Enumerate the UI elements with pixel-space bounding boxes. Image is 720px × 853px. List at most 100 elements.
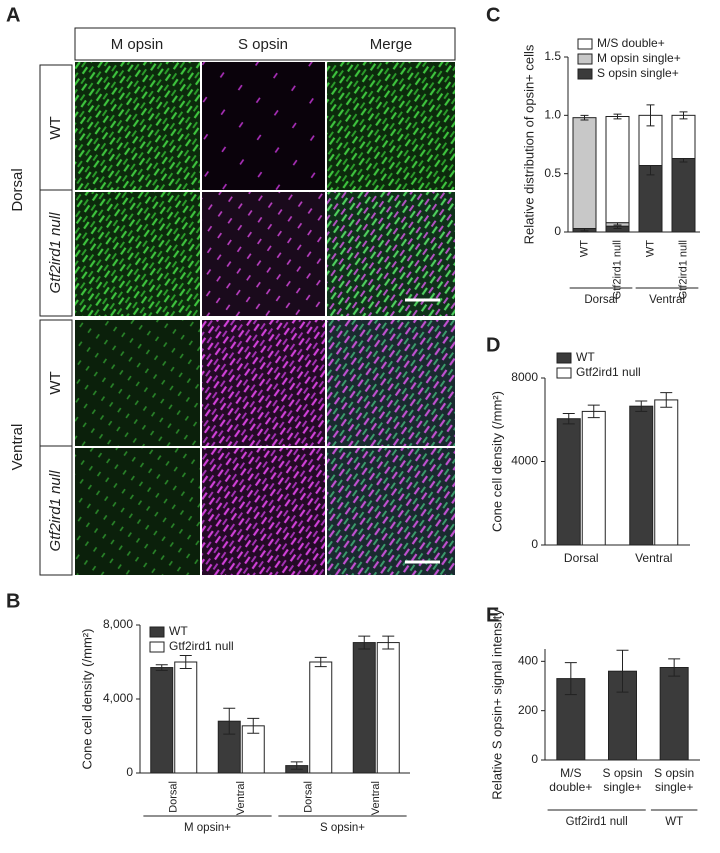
- y-axis-label: Relative S opsin+ signal intensity: [489, 609, 504, 800]
- error-bar: [613, 113, 622, 120]
- x-tick-label: M/S: [560, 766, 581, 780]
- error-bar: [382, 635, 395, 650]
- group-label: Gtf2ird1 null: [566, 816, 628, 828]
- y-tick-label: 200: [518, 703, 538, 717]
- x-tick-label: Dorsal: [564, 551, 599, 565]
- bar-segment: [572, 117, 597, 229]
- x-tick-label: Ventral: [235, 781, 247, 815]
- x-tick-label: Ventral: [370, 781, 382, 815]
- x-tick-label: Gtf2ird1 null: [611, 240, 623, 299]
- bar: [654, 399, 679, 546]
- panel-label: E: [486, 604, 499, 626]
- legend-label: WT: [576, 350, 595, 364]
- column-label: Merge: [370, 36, 413, 53]
- x-tick-label: Gtf2ird1 null: [677, 240, 689, 299]
- y-axis-label: Cone cell density (/mm²): [79, 629, 94, 770]
- y-tick-label: 8,000: [103, 617, 133, 631]
- y-tick-label: 4,000: [103, 691, 133, 705]
- legend-swatch: [149, 641, 165, 653]
- panel-label: C: [486, 4, 500, 26]
- y-tick-label: 1.5: [544, 49, 561, 63]
- row-label: Gtf2ird1 null: [47, 212, 64, 294]
- y-tick-label: 4000: [511, 454, 538, 468]
- bar-segment: [671, 158, 696, 233]
- error-bar: [179, 655, 192, 669]
- error-bar: [562, 412, 575, 425]
- y-tick-label: 0.5: [544, 166, 561, 180]
- legend-label: M opsin single+: [597, 51, 681, 65]
- legend-swatch: [556, 367, 572, 379]
- panel-label: B: [6, 590, 20, 612]
- legend-swatch: [577, 68, 593, 80]
- x-tick-label: Dorsal: [168, 781, 180, 813]
- x-tick-label: S opsin: [602, 766, 642, 780]
- y-tick-label: 8000: [511, 370, 538, 384]
- error-bar: [668, 658, 681, 677]
- x-tick-label: WT: [578, 240, 590, 257]
- region-label: Ventral: [9, 424, 26, 471]
- bar-segment: [605, 116, 630, 224]
- group-label: WT: [665, 816, 683, 828]
- error-bar: [155, 664, 168, 671]
- error-bar: [564, 662, 577, 696]
- bar-segment: [671, 114, 696, 160]
- error-bar: [616, 649, 629, 693]
- error-bar: [646, 104, 655, 127]
- x-tick-label: double+: [549, 780, 592, 794]
- group-label: S opsin+: [320, 822, 365, 834]
- y-tick-label: 0: [531, 752, 538, 766]
- legend-label: M/S double+: [597, 36, 665, 50]
- y-axis-label: Cone cell density (/mm²): [489, 391, 504, 532]
- x-tick-label: Ventral: [635, 551, 672, 565]
- legend-swatch: [556, 352, 572, 364]
- y-tick-label: 0: [531, 537, 538, 551]
- legend-swatch: [149, 626, 165, 638]
- error-bar: [314, 656, 327, 668]
- bar: [174, 661, 198, 774]
- bar: [150, 667, 174, 774]
- group-label: Ventral: [649, 294, 685, 306]
- bar: [352, 642, 376, 774]
- row-label: Gtf2ird1 null: [47, 470, 64, 552]
- group-label: Dorsal: [584, 294, 617, 306]
- legend-label: S opsin single+: [597, 66, 679, 80]
- error-bar: [290, 761, 303, 770]
- group-label: M opsin+: [184, 822, 231, 834]
- y-tick-label: 400: [518, 654, 538, 668]
- error-bar: [635, 400, 648, 412]
- y-tick-label: 0: [554, 224, 561, 238]
- row-label: WT: [47, 371, 64, 394]
- error-bar: [660, 392, 673, 408]
- error-bar: [223, 707, 236, 735]
- bar: [376, 642, 400, 774]
- column-label: M opsin: [111, 36, 164, 53]
- panel-label: A: [6, 4, 20, 26]
- y-axis-label: Relative distribution of opsin+ cells: [521, 44, 536, 244]
- region-label: Dorsal: [9, 168, 26, 211]
- x-tick-label: WT: [644, 240, 656, 257]
- x-tick-label: single+: [655, 780, 693, 794]
- y-tick-label: 0: [126, 765, 133, 779]
- column-label: S opsin: [238, 36, 288, 53]
- legend-label: Gtf2ird1 null: [169, 639, 234, 653]
- panel-label: D: [486, 334, 500, 356]
- bar: [659, 667, 689, 761]
- bar: [556, 418, 581, 546]
- legend-label: WT: [169, 624, 188, 638]
- bar: [309, 661, 333, 774]
- error-bar: [679, 111, 688, 120]
- legend-swatch: [577, 38, 593, 50]
- error-bar: [358, 635, 371, 650]
- bar: [629, 405, 654, 546]
- bar: [581, 410, 606, 546]
- legend-swatch: [577, 53, 593, 65]
- x-tick-label: Dorsal: [303, 781, 315, 813]
- error-bar: [247, 717, 260, 734]
- y-tick-label: 1.0: [544, 108, 561, 122]
- x-tick-label: S opsin: [654, 766, 694, 780]
- micrographs: [39, 27, 456, 576]
- x-tick-label: single+: [603, 780, 641, 794]
- error-bar: [580, 114, 589, 121]
- bar-segment: [638, 165, 663, 233]
